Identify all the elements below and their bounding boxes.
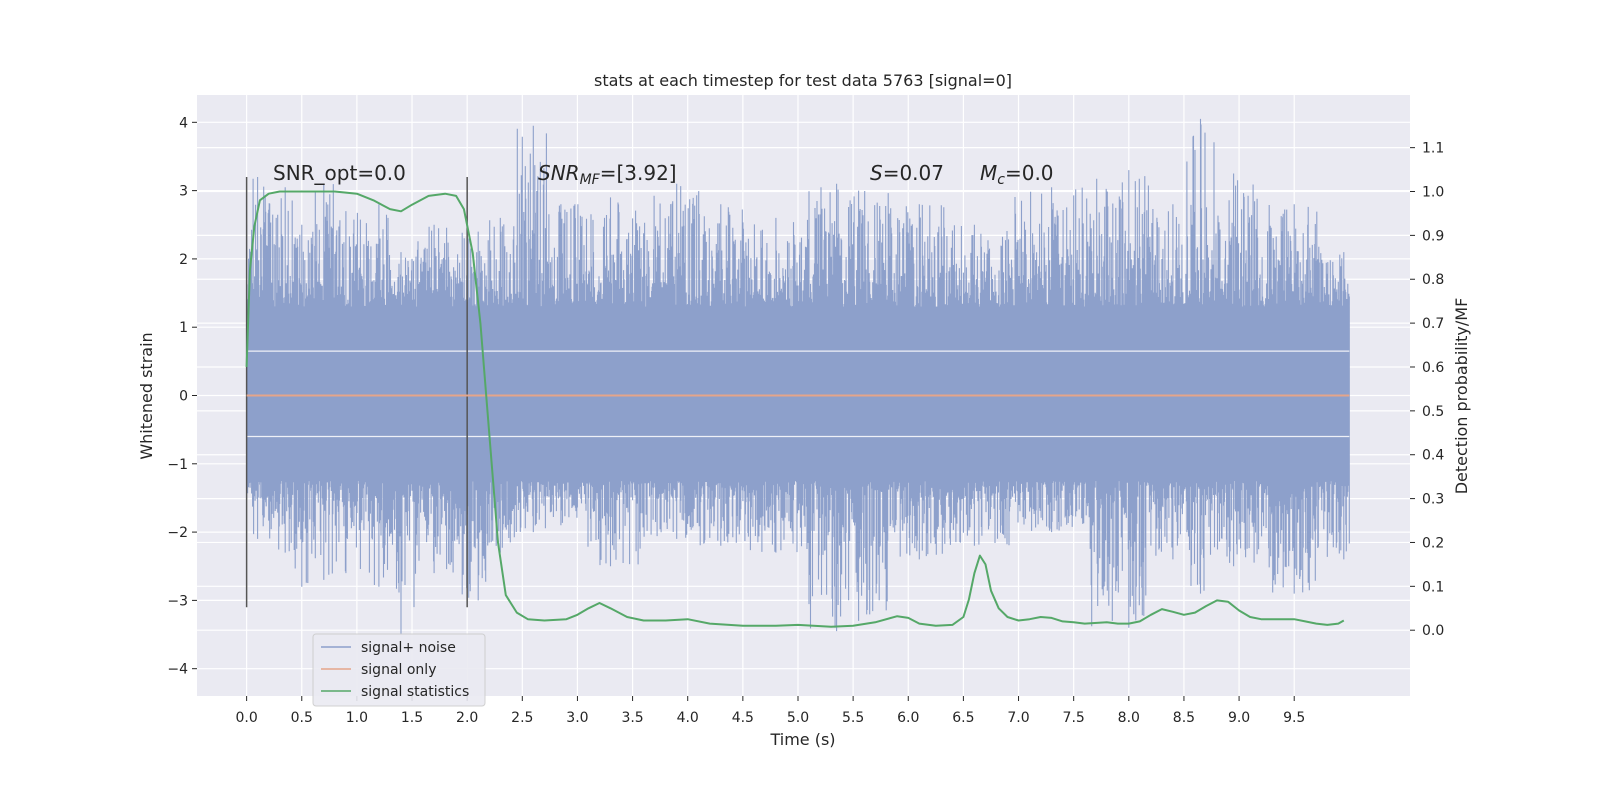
y2-tick-label: 0.1 [1422, 579, 1444, 595]
signal-noise-series [246, 118, 1350, 635]
y-tick-label: 1 [179, 320, 188, 336]
x-tick-label: 2.5 [511, 710, 533, 726]
legend: signal+ noise signal only signal statist… [312, 633, 486, 707]
snr-mf-symbol: SNR [538, 161, 580, 185]
signal-statistics-line [245, 190, 1345, 628]
x-tick-label: 6.5 [952, 710, 974, 726]
y2-tick-label: 1.1 [1422, 141, 1444, 157]
annotation-s: S=0.07 [870, 161, 944, 185]
x-tick-label: 1.5 [401, 710, 423, 726]
marker-lines [245, 176, 468, 608]
annotations: SNR_opt=0.0 SNRMF=[3.92] S=0.07 Mc=0.0 [273, 161, 1054, 188]
y2-tick-label: 0.6 [1422, 360, 1444, 376]
y-ticks: 4 3 2 1 0 −1 −2 −3 −4 [167, 115, 197, 678]
y2-tick-label: 0.4 [1422, 448, 1444, 464]
y-tick-label: −1 [167, 457, 188, 473]
y-tick-label: −4 [167, 662, 188, 678]
x-tick-label: 5.5 [842, 710, 864, 726]
legend-label-signal-statistics: signal statistics [361, 684, 469, 700]
legend-box [312, 633, 486, 707]
snr-mf-value: =[3.92] [600, 161, 677, 185]
x-tick-label: 8.5 [1173, 710, 1195, 726]
x-tick-label: 3.0 [566, 710, 588, 726]
x-tick-label: 9.0 [1228, 710, 1250, 726]
y-tick-label: −2 [167, 525, 188, 541]
mc-value: =0.0 [1005, 161, 1054, 185]
x-tick-label: 5.0 [787, 710, 809, 726]
annotation-snr-opt: SNR_opt=0.0 [273, 161, 406, 185]
s-symbol: S [870, 161, 883, 185]
y-axis-label: Whitened strain [137, 332, 156, 459]
y2-ticks: 1.1 1.0 0.9 0.8 0.7 0.6 0.5 0.4 0.3 0.2 0.1 0.0 [1410, 141, 1444, 639]
y2-axis-label: Detection probability/MF [1452, 298, 1471, 495]
x-tick-label: 4.5 [732, 710, 754, 726]
y2-tick-label: 0.2 [1422, 535, 1444, 551]
x-tick-label: 7.5 [1063, 710, 1085, 726]
annotation-snr-mf: SNRMF=[3.92] [538, 161, 677, 188]
x-tick-label: 4.0 [677, 710, 699, 726]
x-tick-label: 7.0 [1007, 710, 1029, 726]
y2-tick-label: 0.3 [1422, 492, 1444, 508]
chart-title: stats at each timestep for test data 576… [594, 71, 1012, 90]
x-tick-label: 9.5 [1283, 710, 1305, 726]
y-tick-label: 0 [179, 389, 188, 405]
line-series-layer [245, 190, 1350, 628]
snr-mf-subscript: MF [580, 172, 601, 188]
y-tick-label: 2 [179, 252, 188, 268]
x-tick-label: 3.5 [621, 710, 643, 726]
y-tick-label: −3 [167, 593, 188, 609]
x-tick-label: 0.0 [235, 710, 257, 726]
legend-label-signal-noise: signal+ noise [361, 640, 456, 656]
x-tick-label: 2.0 [456, 710, 478, 726]
y2-tick-label: 0.7 [1422, 316, 1444, 332]
y2-tick-label: 0.9 [1422, 228, 1444, 244]
x-ticks: 0.0 0.5 1.0 1.5 2.0 2.5 3.0 3.5 4.0 4.5 5.0 5.5 6.0 6… [235, 696, 1305, 726]
y-tick-label: 3 [179, 184, 188, 200]
x-axis-label: Time (s) [769, 730, 835, 749]
x-tick-label: 8.0 [1118, 710, 1140, 726]
y2-tick-label: 0.0 [1422, 623, 1444, 639]
s-value: =0.07 [883, 161, 944, 185]
y2-tick-label: 1.0 [1422, 185, 1444, 201]
x-tick-label: 6.0 [897, 710, 919, 726]
y2-tick-label: 0.8 [1422, 272, 1444, 288]
mc-subscript: c [997, 172, 1005, 188]
annotation-mc: Mc=0.0 [980, 161, 1054, 188]
mc-symbol: M [980, 161, 997, 185]
x-tick-label: 0.5 [291, 710, 313, 726]
x-tick-label: 1.0 [346, 710, 368, 726]
y2-tick-label: 0.5 [1422, 404, 1444, 420]
y-tick-label: 4 [179, 115, 188, 131]
legend-label-signal-only: signal only [361, 662, 436, 678]
